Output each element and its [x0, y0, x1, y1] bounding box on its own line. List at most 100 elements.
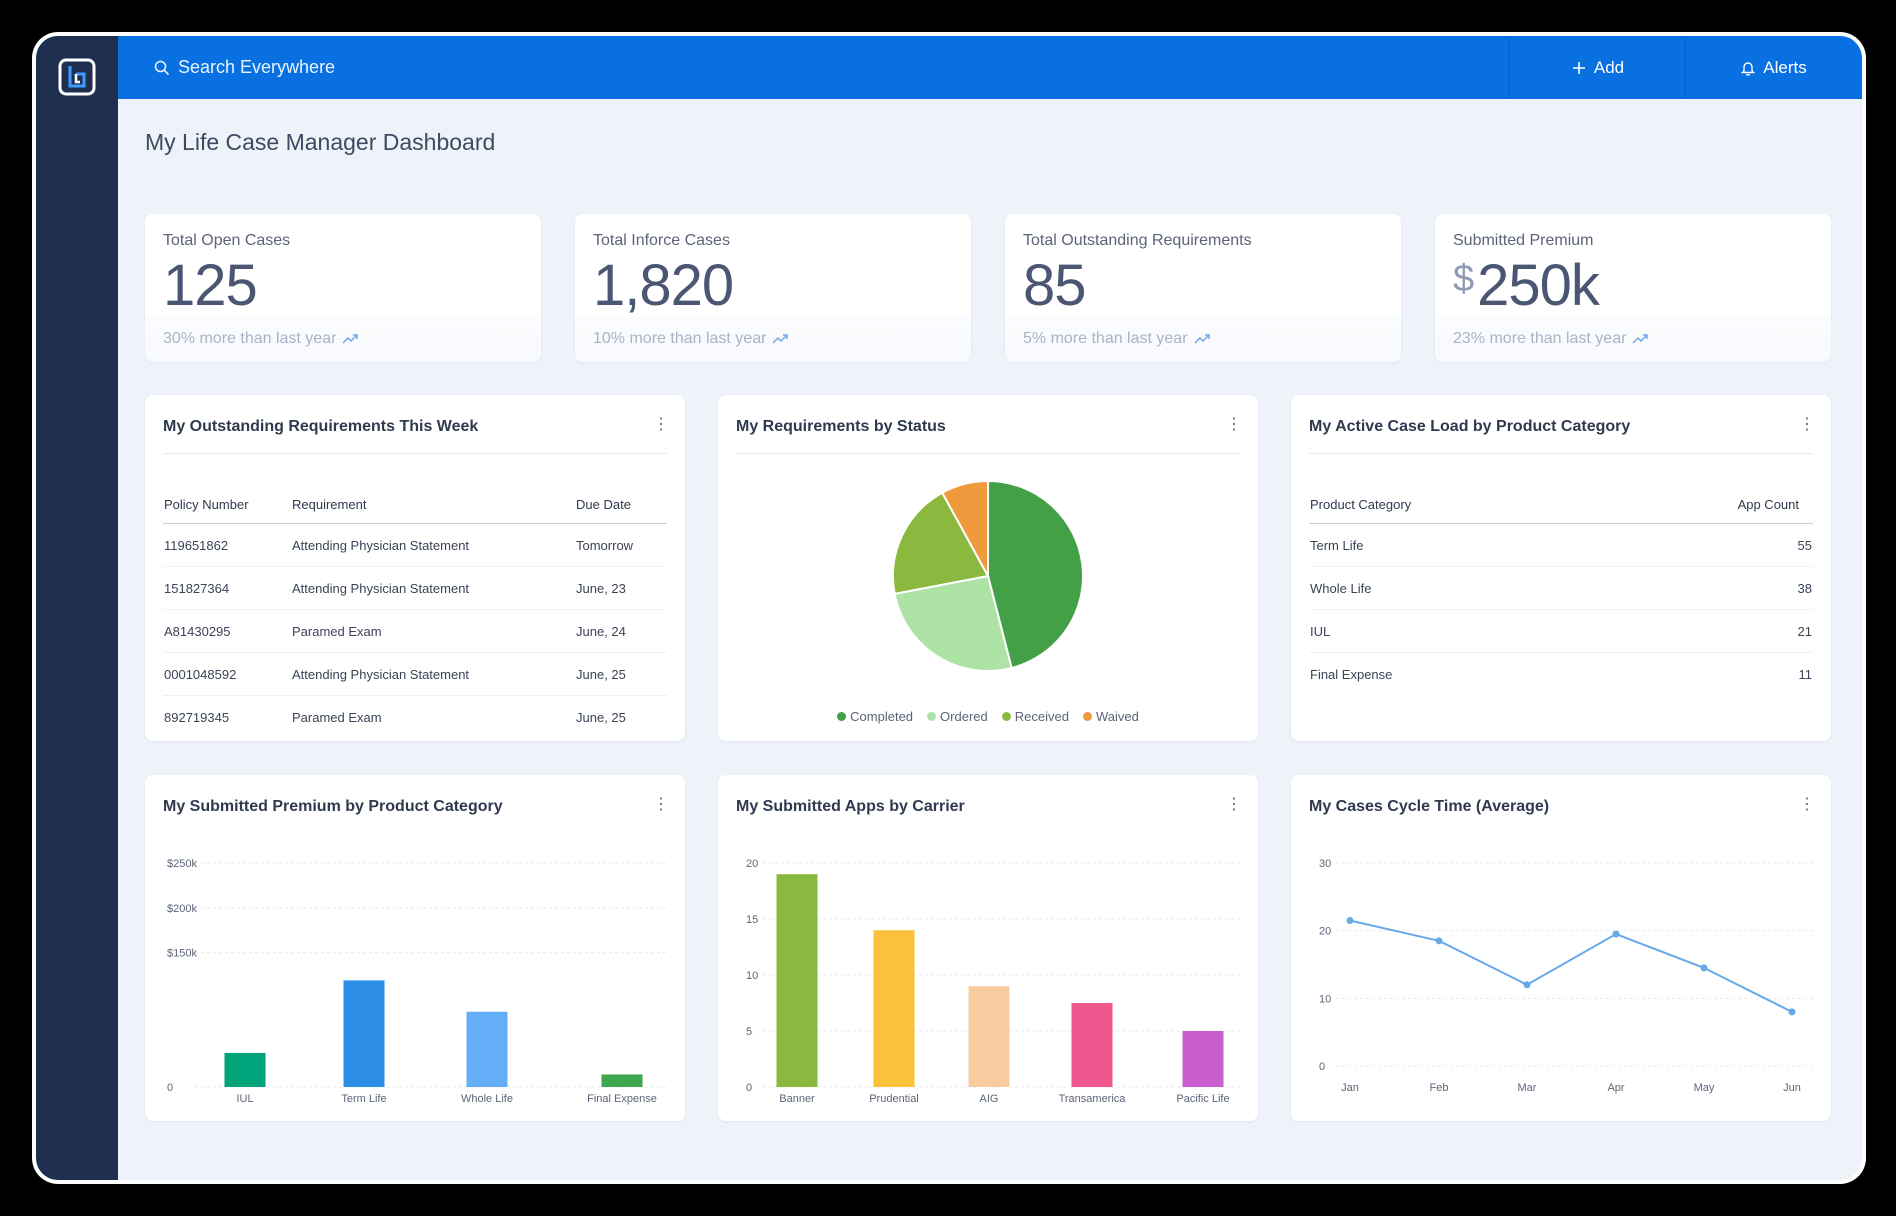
y-tick-label: 0: [746, 1082, 752, 1094]
x-tick-label: Pacific Life: [1176, 1093, 1229, 1105]
bell-icon: [1741, 61, 1756, 76]
kpi-value: 125: [163, 252, 258, 319]
requirement: Attending Physician Statement: [291, 652, 575, 696]
table-row[interactable]: 0001048592 Attending Physician Statement…: [163, 652, 667, 696]
y-tick-label: $200k: [167, 903, 197, 915]
bar-aig[interactable]: [968, 986, 1010, 1087]
legend-label: Waived: [1095, 709, 1139, 724]
card-title: My Requirements by Status: [736, 418, 946, 435]
legend-swatch: [1082, 712, 1092, 722]
bar-final-expense[interactable]: [601, 1074, 643, 1087]
x-tick-label: Apr: [1607, 1082, 1624, 1094]
y-tick-label: 10: [746, 970, 758, 982]
x-tick-label: Transamerica: [1059, 1093, 1127, 1105]
more-options-icon[interactable]: ⋮: [1799, 796, 1815, 813]
column-header[interactable]: Due Date: [575, 485, 667, 524]
more-options-icon[interactable]: ⋮: [1799, 416, 1815, 433]
line-point-jan[interactable]: [1346, 917, 1354, 925]
cycle-time-line: [1349, 919, 1793, 1013]
app-count: 21: [1598, 609, 1813, 653]
legend-label: Received: [1014, 709, 1069, 724]
y-tick-label: 20: [1319, 926, 1331, 938]
column-header[interactable]: Policy Number: [163, 485, 291, 524]
product-category: Final Expense: [1310, 666, 1393, 682]
table-row[interactable]: 151827364 Attending Physician Statement …: [163, 566, 667, 610]
kpi-value-number: 1,820: [593, 253, 734, 318]
kpi-trend: 10% more than last year: [593, 330, 789, 348]
top-bar: Search Everywhere Add Alerts: [118, 36, 1862, 99]
card-divider: [163, 453, 667, 454]
line-point-mar[interactable]: [1523, 981, 1531, 989]
x-tick-label: Prudential: [869, 1093, 919, 1105]
y-tick-label: $250k: [167, 858, 197, 870]
table-row[interactable]: 119651862 Attending Physician Statement …: [163, 523, 667, 567]
policy-number[interactable]: 892719345: [164, 709, 230, 725]
add-button[interactable]: Add: [1509, 36, 1686, 99]
more-options-icon[interactable]: ⋮: [653, 416, 669, 433]
policy-number[interactable]: 151827364: [163, 566, 291, 610]
line-point-apr[interactable]: [1612, 930, 1620, 938]
legend-item[interactable]: Ordered: [927, 709, 988, 724]
table-row[interactable]: Term Life 55: [1309, 523, 1813, 567]
table-row[interactable]: 892719345 Paramed Exam June, 25: [163, 696, 667, 739]
legend-item[interactable]: Received: [1001, 709, 1069, 724]
legend-item[interactable]: Completed: [837, 709, 913, 724]
policy-number[interactable]: 119651862: [163, 523, 291, 567]
more-options-icon[interactable]: ⋮: [1226, 416, 1242, 433]
table-header-row: Policy Number Requirement Due Date: [163, 485, 667, 524]
page-title: My Life Case Manager Dashboard: [145, 129, 496, 155]
requirement: Attending Physician Statement: [291, 566, 575, 610]
bar-banner[interactable]: [776, 874, 818, 1087]
column-header[interactable]: Product Category: [1309, 485, 1599, 524]
bar-pacific-life[interactable]: [1182, 1031, 1224, 1087]
y-tick-label: $150k: [167, 948, 197, 960]
bar-iul[interactable]: [224, 1052, 266, 1087]
trend-up-icon: [772, 334, 789, 344]
kpi-value: 85: [1023, 252, 1087, 319]
premium-by-category-card: My Submitted Premium by Product Category…: [145, 775, 685, 1121]
kpi-footer: 23% more than last year: [1435, 316, 1831, 362]
table-row[interactable]: A81430295 Paramed Exam June, 24: [163, 609, 667, 653]
bar-transamerica[interactable]: [1071, 1003, 1113, 1087]
pie-slice-waived[interactable]: [940, 479, 989, 577]
cycle-time-line-chart: 0 10 20 30 Jan Feb Mar Apr May Jun: [1319, 858, 1813, 1094]
table-row[interactable]: IUL 21: [1309, 609, 1813, 653]
app-logo-icon[interactable]: [58, 58, 96, 96]
x-tick-label: Whole Life: [461, 1093, 513, 1105]
kpi-value-number: 85: [1023, 253, 1087, 318]
line-point-feb[interactable]: [1435, 937, 1443, 945]
line-point-may[interactable]: [1700, 964, 1708, 972]
outstanding-requirements-card: My Outstanding Requirements This Week ⋮ …: [145, 395, 685, 741]
due-date: June, 23: [575, 566, 667, 610]
line-point-jun[interactable]: [1788, 1008, 1796, 1016]
y-tick-label: 30: [1319, 858, 1331, 870]
search-bar[interactable]: Search Everywhere: [154, 36, 335, 99]
table-row[interactable]: Final Expense 11: [1309, 653, 1813, 696]
pie-slice-received[interactable]: [892, 491, 990, 595]
card-divider: [736, 453, 1240, 454]
bar-whole-life[interactable]: [466, 1011, 508, 1087]
column-header[interactable]: Requirement: [291, 485, 575, 524]
app-count: 55: [1598, 523, 1813, 567]
cycle-time-card: My Cases Cycle Time (Average) ⋮ 0 10 20 30 J…: [1291, 775, 1831, 1121]
bar-prudential[interactable]: [873, 930, 915, 1087]
x-tick-label: Banner: [779, 1093, 815, 1105]
pie-slice-completed[interactable]: [987, 479, 1084, 670]
alerts-button[interactable]: Alerts: [1685, 36, 1862, 99]
apps-by-carrier-card: My Submitted Apps by Carrier ⋮ 0 5 10 15 20 B…: [718, 775, 1258, 1121]
table-row[interactable]: Whole Life 38: [1309, 566, 1813, 610]
requirement: Paramed Exam: [292, 709, 382, 725]
trend-up-icon: [1632, 334, 1649, 344]
kpi-card-inforce-cases: Total Inforce Cases 1,820 10% more than …: [575, 214, 971, 362]
kpi-trend: 23% more than last year: [1453, 330, 1649, 348]
more-options-icon[interactable]: ⋮: [653, 796, 669, 813]
bar-term-life[interactable]: [343, 980, 385, 1087]
policy-number[interactable]: A81430295: [163, 609, 291, 653]
x-tick-label: Feb: [1430, 1082, 1449, 1094]
more-options-icon[interactable]: ⋮: [1226, 796, 1242, 813]
pie-slice-ordered[interactable]: [893, 574, 1013, 672]
column-header[interactable]: App Count: [1598, 485, 1813, 524]
policy-number[interactable]: 0001048592: [163, 652, 291, 696]
search-input[interactable]: Search Everywhere: [178, 57, 336, 77]
legend-item[interactable]: Waived: [1082, 709, 1139, 724]
